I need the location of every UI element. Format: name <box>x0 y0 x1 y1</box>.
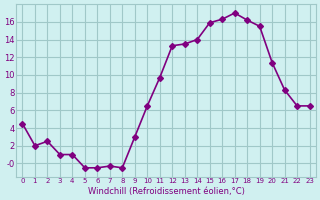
X-axis label: Windchill (Refroidissement éolien,°C): Windchill (Refroidissement éolien,°C) <box>88 187 244 196</box>
